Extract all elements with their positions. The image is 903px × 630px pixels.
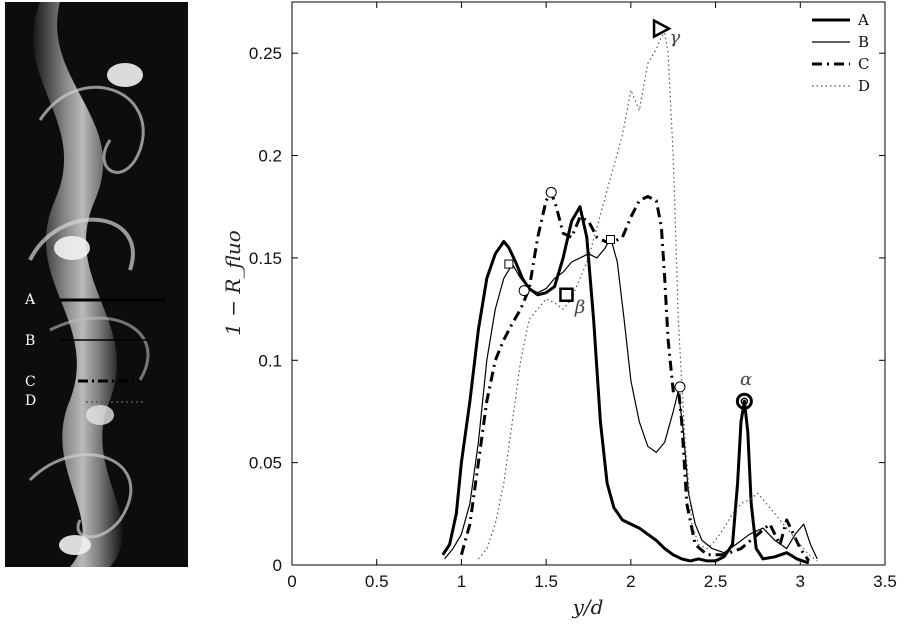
marker-circle-inner xyxy=(740,397,749,405)
legend-label-a: A xyxy=(857,11,869,29)
series-line-c xyxy=(459,190,811,562)
marker-circle xyxy=(735,392,753,410)
y-tick-label: 0.2 xyxy=(258,147,282,166)
y-tick-label: 0.1 xyxy=(258,351,282,370)
section-label-c: C xyxy=(25,374,36,390)
annotation-layer: α β γ xyxy=(574,27,752,390)
flow-core xyxy=(33,2,123,567)
marker-circle-small xyxy=(518,285,530,297)
axis-ticks: 0 0.5 1 1.5 2 2.5 3 3.5 0 0.05 0.1 0.15 0.2 0.25 xyxy=(249,2,897,591)
line-chart: 0 0.5 1 1.5 2 2.5 3 3.500.050.10.150.20.25 αβγ … xyxy=(221,1,897,619)
section-label-b: B xyxy=(25,333,35,349)
vortex-4 xyxy=(28,453,133,539)
y-tick-label: 0.15 xyxy=(249,249,282,268)
y-axis-label: 1 − R_fluo xyxy=(221,230,245,336)
bright-spot-4 xyxy=(59,535,91,555)
x-tick-label: 3 xyxy=(796,572,805,591)
legend-label-c: C xyxy=(858,55,869,73)
series-line-d xyxy=(477,32,818,562)
marker-square xyxy=(559,287,574,303)
bright-spot-1 xyxy=(107,63,143,87)
marker-circle-small xyxy=(674,381,686,393)
series-line-a xyxy=(441,205,810,565)
x-tick-label: 0.5 xyxy=(365,572,389,591)
x-tick-label: 1 xyxy=(457,572,466,591)
flow-photo: A B C D xyxy=(5,2,188,567)
annotation-label: β xyxy=(574,297,585,318)
y-tick-label: 0.25 xyxy=(249,44,282,63)
annotation-label: α xyxy=(740,369,752,390)
section-label-d: D xyxy=(25,393,36,409)
x-axis-label: y/d xyxy=(572,595,604,619)
bright-spot-2 xyxy=(54,236,90,260)
series-layer xyxy=(441,32,818,565)
vortex-1 xyxy=(38,85,145,174)
marker-triangle xyxy=(652,18,672,39)
plot-frame xyxy=(291,1,886,566)
marker-layer xyxy=(504,18,753,410)
legend-label-b: B xyxy=(858,33,869,51)
x-tick-label: 2 xyxy=(626,572,635,591)
marker-square-small xyxy=(606,234,616,244)
annotation-label: γ xyxy=(670,27,681,48)
bright-spot-3 xyxy=(86,405,114,425)
section-label-a: A xyxy=(24,292,36,308)
legend-label-d: D xyxy=(858,77,870,95)
vortex-3 xyxy=(49,316,150,381)
x-tick-label: 2.5 xyxy=(704,572,728,591)
series-line-b xyxy=(444,236,818,560)
marker-circle-small xyxy=(545,186,557,198)
vortex-2 xyxy=(28,217,135,271)
x-tick-label: 1.5 xyxy=(534,572,558,591)
y-tick-label: 0.05 xyxy=(249,454,282,473)
x-tick-label: 0 xyxy=(287,572,296,591)
marker-square-small xyxy=(504,259,514,269)
x-tick-label: 3.5 xyxy=(873,572,897,591)
y-tick-label: 0 xyxy=(273,556,282,575)
